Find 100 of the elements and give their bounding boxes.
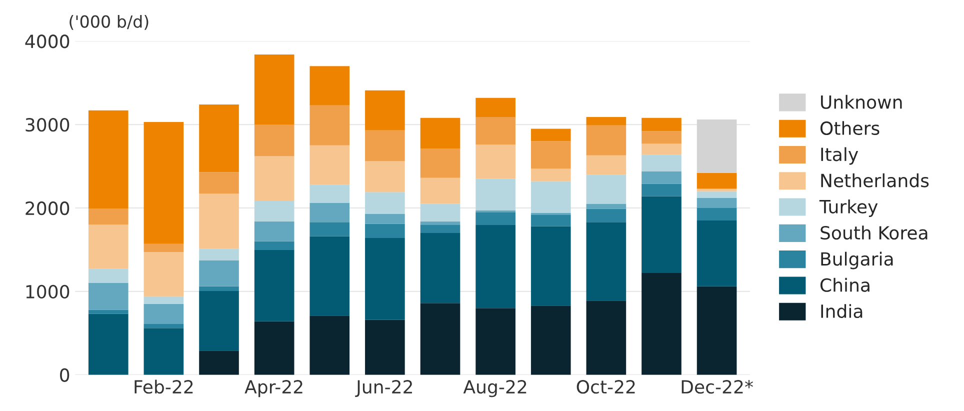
bar bbox=[254, 124, 294, 156]
bar bbox=[310, 222, 350, 236]
y-axis-title: ('000 b/d) bbox=[70, 14, 148, 30]
bar bbox=[696, 191, 737, 198]
bar bbox=[696, 286, 737, 375]
bar bbox=[310, 236, 350, 316]
bar bbox=[144, 296, 184, 304]
bar bbox=[199, 248, 239, 261]
bar bbox=[586, 204, 626, 209]
bar bbox=[254, 321, 294, 375]
bar bbox=[642, 196, 682, 274]
x-tick-label: Dec-22* bbox=[682, 380, 753, 394]
bar bbox=[365, 161, 405, 192]
bar bbox=[310, 105, 350, 146]
bar bbox=[310, 316, 350, 375]
legend-label: China bbox=[820, 278, 870, 292]
bar bbox=[254, 54, 294, 125]
bar bbox=[310, 145, 350, 185]
bar bbox=[420, 118, 460, 149]
bar bbox=[310, 184, 350, 203]
bar bbox=[696, 120, 737, 173]
bar bbox=[199, 260, 239, 286]
bar bbox=[144, 252, 184, 296]
legend-label: Others bbox=[820, 121, 880, 136]
bar bbox=[144, 244, 184, 252]
bar bbox=[530, 181, 571, 213]
bar bbox=[420, 178, 460, 204]
bar bbox=[310, 66, 350, 106]
bar bbox=[696, 172, 737, 189]
bar bbox=[642, 131, 682, 144]
x-tick-label: Oct-22 bbox=[576, 380, 635, 394]
y-tick-label: 1000 bbox=[26, 284, 70, 299]
bar bbox=[530, 226, 571, 306]
bar bbox=[586, 125, 626, 156]
bar bbox=[365, 214, 405, 224]
legend-label: South Korea bbox=[820, 226, 928, 240]
bar bbox=[420, 232, 460, 304]
bar bbox=[365, 224, 405, 238]
bar bbox=[144, 328, 184, 375]
bar bbox=[254, 221, 294, 242]
bar bbox=[586, 222, 626, 301]
bar bbox=[88, 268, 128, 284]
bar bbox=[144, 324, 184, 328]
bar bbox=[310, 202, 350, 222]
legend-label: Unknown bbox=[821, 94, 902, 109]
bar bbox=[199, 172, 239, 194]
bar bbox=[365, 90, 405, 130]
bar bbox=[476, 224, 516, 308]
bar bbox=[420, 148, 460, 178]
bar bbox=[476, 117, 516, 145]
legend-label: Netherlands bbox=[821, 173, 929, 188]
bar bbox=[88, 110, 128, 209]
bar bbox=[254, 241, 294, 250]
bar bbox=[254, 200, 294, 222]
x-tick-label: Jun-22 bbox=[355, 380, 412, 398]
bar bbox=[88, 283, 128, 310]
bar bbox=[530, 168, 571, 182]
legend-label: Bulgaria bbox=[821, 252, 893, 270]
bar bbox=[642, 118, 682, 132]
bar bbox=[696, 198, 737, 208]
bar bbox=[254, 156, 294, 200]
bar bbox=[476, 178, 516, 210]
bar bbox=[476, 212, 516, 225]
bar bbox=[88, 314, 128, 375]
bar bbox=[88, 310, 128, 314]
bar bbox=[530, 141, 571, 169]
y-tick-label: 3000 bbox=[26, 118, 70, 132]
bar bbox=[476, 144, 516, 179]
bar bbox=[88, 208, 128, 225]
bar bbox=[199, 286, 239, 291]
y-tick-label: 4000 bbox=[25, 34, 70, 48]
bar bbox=[642, 144, 682, 155]
bar bbox=[199, 290, 239, 351]
bar bbox=[365, 238, 405, 320]
bar bbox=[530, 306, 571, 375]
bar bbox=[420, 303, 460, 375]
x-tick-label: Feb-22 bbox=[134, 380, 193, 394]
bar bbox=[476, 98, 516, 118]
bar bbox=[586, 300, 626, 375]
bar bbox=[199, 350, 239, 375]
bar bbox=[420, 224, 460, 233]
x-tick-label: Apr-22 bbox=[244, 380, 302, 398]
bar bbox=[642, 273, 682, 375]
bar bbox=[88, 224, 128, 269]
bar bbox=[642, 184, 682, 196]
bar bbox=[586, 117, 626, 126]
bar bbox=[199, 104, 239, 172]
legend-label: Italy bbox=[821, 147, 858, 165]
bar bbox=[530, 128, 571, 142]
bar bbox=[642, 171, 682, 184]
bar bbox=[586, 174, 626, 204]
bar bbox=[254, 250, 294, 322]
y-tick-label: 2000 bbox=[26, 201, 70, 216]
bar bbox=[696, 220, 737, 286]
bar bbox=[530, 214, 571, 226]
bar bbox=[586, 208, 626, 222]
bar bbox=[420, 204, 460, 222]
y-tick-label: 0 bbox=[60, 368, 70, 382]
bar bbox=[696, 188, 737, 192]
bar bbox=[476, 308, 516, 375]
